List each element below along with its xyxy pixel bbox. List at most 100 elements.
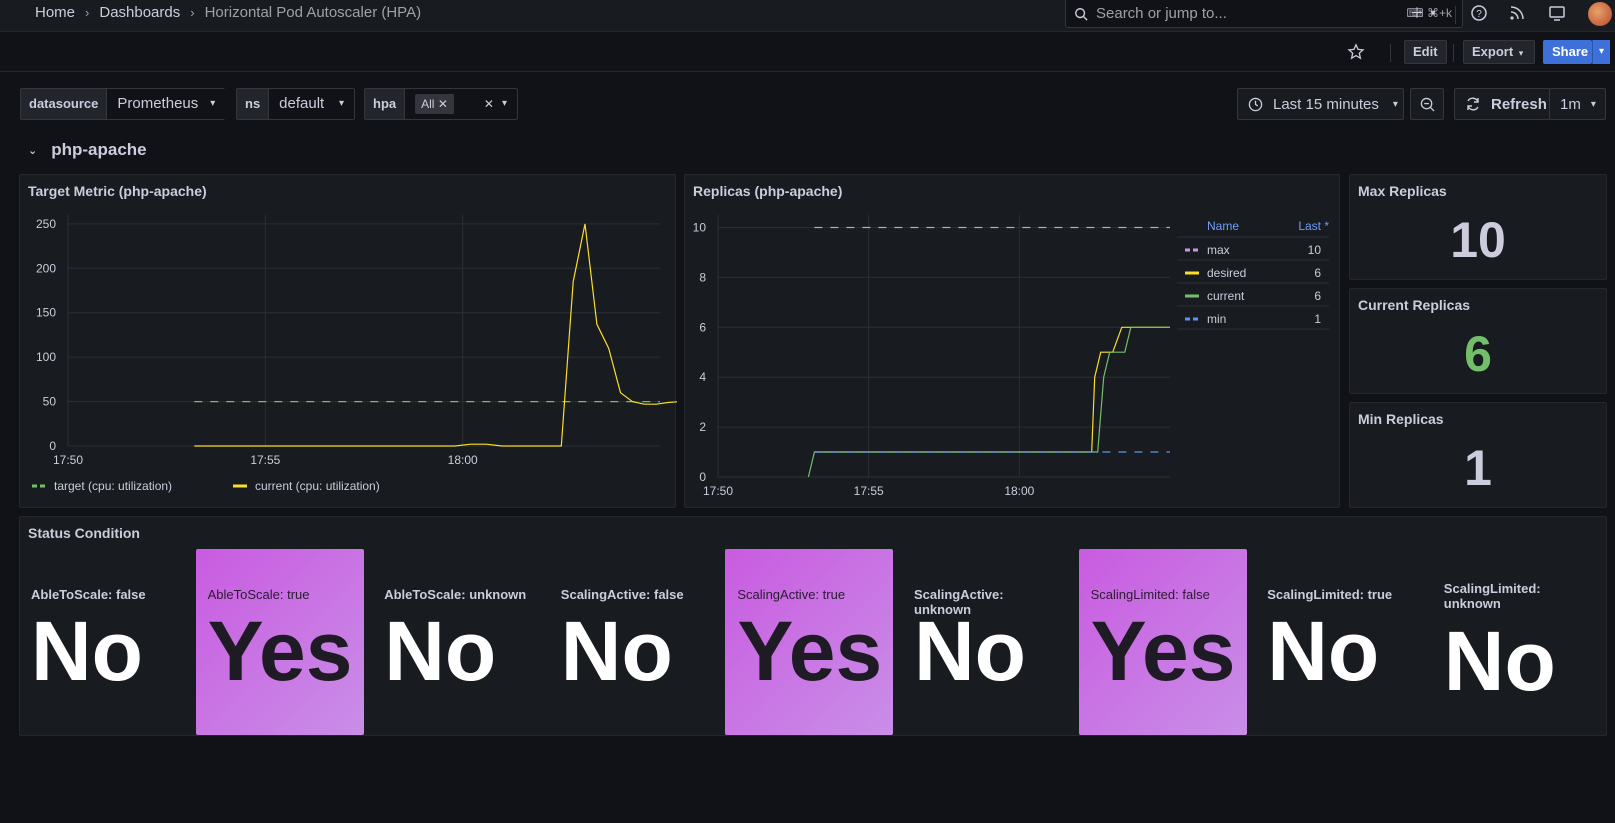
panel-title: Replicas (php-apache) <box>693 183 843 199</box>
legend-header-last: Last * <box>1298 219 1329 233</box>
legend-header-name: Name <box>1207 219 1239 233</box>
panel-title: Status Condition <box>28 525 140 541</box>
svg-text:?: ? <box>1476 9 1482 20</box>
share-dropdown-button[interactable]: ▾ <box>1592 40 1610 64</box>
chevron-down-icon: ▾ <box>1590 98 1596 110</box>
share-button[interactable]: Share <box>1543 40 1592 64</box>
time-range-picker[interactable]: Last 15 minutes ▾ <box>1237 88 1404 120</box>
star-icon[interactable] <box>1347 43 1365 61</box>
export-button[interactable]: Export ▾ <box>1463 40 1535 64</box>
datasource-select[interactable]: Prometheus ▾ <box>107 89 226 119</box>
breadcrumb-separator: › <box>85 5 90 20</box>
plus-icon[interactable]: ＋ <box>1410 5 1424 21</box>
hpa-chip[interactable]: All ✕ <box>415 94 454 114</box>
panel-min-replicas[interactable]: Min Replicas 1 <box>1349 402 1607 508</box>
export-label: Export <box>1472 44 1514 59</box>
replicas-chart: 0 2 4 6 8 10 17:50 17:55 18:00 Name Last * max 10 des… <box>693 215 1329 498</box>
variable-label: ns <box>237 89 270 119</box>
dashboard-toolbar: Edit Export ▾ Share ▾ <box>0 32 1615 72</box>
variable-hpa[interactable]: hpa All ✕ ✕ ▾ <box>364 88 518 120</box>
refresh-interval-select[interactable]: 1m ▾ <box>1549 88 1606 120</box>
panel-title: Max Replicas <box>1358 183 1447 199</box>
divider <box>1455 6 1456 24</box>
y-tick-label: 50 <box>43 395 57 409</box>
datasource-value: Prometheus <box>117 95 199 112</box>
variable-label: datasource <box>21 89 108 119</box>
panel-replicas[interactable]: Replicas (php-apache) 0 2 4 6 8 10 17:50 17:55 1… <box>684 174 1340 508</box>
status-cell-label: AbleToScale: unknown <box>384 587 527 602</box>
status-cell-value: No <box>1267 604 1380 698</box>
search-input[interactable]: Search or jump to... ⌨ ⌘+k <box>1065 0 1463 28</box>
keyboard-icon: ⌨ <box>1406 6 1427 20</box>
chevron-down-icon: ▾ <box>1518 48 1524 58</box>
status-cell-value: No <box>31 604 143 698</box>
max-replicas-value: 10 <box>1450 212 1506 268</box>
x-tick-label: 18:00 <box>1004 484 1034 498</box>
legend-label: desired <box>1207 266 1246 280</box>
status-cell: ScalingActive: false No <box>549 549 717 735</box>
status-cell-label: AbleToScale: false <box>31 587 146 602</box>
status-cell: ScalingLimited: unknown No <box>1432 549 1600 735</box>
refresh-icon <box>1467 97 1479 111</box>
y-tick-label: 10 <box>693 220 707 234</box>
hpa-select[interactable]: All ✕ ✕ ▾ <box>405 89 517 119</box>
refresh-button[interactable]: Refresh <box>1454 88 1550 120</box>
breadcrumb-home[interactable]: Home <box>35 4 76 21</box>
monitor-icon[interactable] <box>1548 4 1566 22</box>
status-cell-label: ScalingLimited: false <box>1090 587 1210 602</box>
help-icon[interactable]: ? <box>1470 4 1488 22</box>
search-icon <box>1075 7 1088 21</box>
x-tick-label: 17:50 <box>53 453 83 467</box>
current-replicas-value: 6 <box>1464 326 1492 382</box>
y-tick-label: 0 <box>49 439 56 453</box>
refresh-interval-value: 1m <box>1560 95 1581 113</box>
status-cell-value: Yes <box>737 604 883 698</box>
breadcrumb-separator: › <box>190 5 195 20</box>
variable-ns[interactable]: ns default ▾ <box>236 88 355 120</box>
zoom-out-button[interactable] <box>1410 88 1444 120</box>
rss-icon[interactable] <box>1508 4 1526 22</box>
row-title: php-apache <box>51 140 147 159</box>
variable-label: hpa <box>365 89 406 119</box>
divider <box>1390 44 1391 62</box>
breadcrumb-dashboards[interactable]: Dashboards <box>99 4 181 21</box>
variable-datasource[interactable]: datasource Prometheus ▾ <box>20 88 226 120</box>
status-cell: ScalingActive: unknown No <box>902 549 1070 735</box>
status-cell-value: No <box>384 604 497 698</box>
status-cell-value: Yes <box>207 604 353 698</box>
search-placeholder: Search or jump to... <box>1096 5 1227 22</box>
refresh-label: Refresh <box>1491 95 1547 113</box>
row-header[interactable]: ⌄ php-apache <box>28 140 147 160</box>
close-icon[interactable]: ✕ <box>437 97 448 111</box>
legend-label: current <box>1207 289 1245 303</box>
status-cell: ScalingLimited: false Yes <box>1078 549 1247 735</box>
status-cell-label: ScalingLimited: true <box>1267 587 1393 602</box>
chevron-down-icon[interactable]: ▾ <box>1430 8 1436 18</box>
edit-button[interactable]: Edit <box>1404 40 1447 64</box>
chevron-down-icon: ▾ <box>501 98 507 109</box>
legend-last-value: 1 <box>1314 312 1321 326</box>
avatar[interactable] <box>1588 2 1612 26</box>
legend-label: current (cpu: utilization) <box>255 479 380 493</box>
hpa-value: All <box>421 97 435 111</box>
status-cell-value: Yes <box>1090 604 1236 698</box>
chevron-down-icon: ▾ <box>1598 46 1605 57</box>
y-tick-label: 2 <box>699 420 706 434</box>
x-tick-label: 17:55 <box>854 484 884 498</box>
y-tick-label: 8 <box>699 270 706 284</box>
panel-current-replicas[interactable]: Current Replicas 6 <box>1349 288 1607 394</box>
x-tick-label: 17:50 <box>703 484 733 498</box>
legend-label: min <box>1207 312 1226 326</box>
clock-icon <box>1248 97 1263 111</box>
ns-select[interactable]: default ▾ <box>269 89 354 119</box>
y-tick-label: 150 <box>36 306 56 320</box>
panel-target-metric[interactable]: Target Metric (php-apache) 0 50 100 150 200 2… <box>19 174 677 508</box>
clear-icon[interactable]: ✕ <box>483 97 494 111</box>
status-cell-label: ScalingLimited: unknown <box>1443 581 1541 611</box>
chevron-down-icon: ▾ <box>210 98 216 109</box>
target-metric-chart: 0 50 100 150 200 250 17:50 17:55 18:00 target (cp… <box>32 215 677 493</box>
status-cell: ScalingLimited: true No <box>1255 549 1423 735</box>
panel-title: Current Replicas <box>1358 297 1471 313</box>
y-tick-label: 200 <box>36 261 56 275</box>
panel-max-replicas[interactable]: Max Replicas 10 <box>1349 174 1607 280</box>
